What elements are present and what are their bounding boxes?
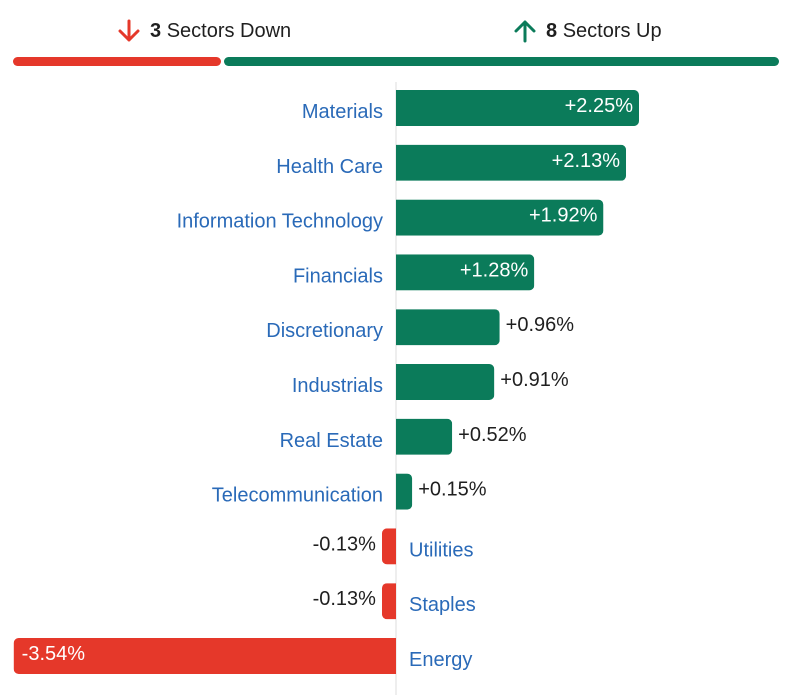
bar-energy bbox=[13, 638, 397, 674]
category-label: Telecommunication bbox=[212, 485, 383, 507]
bar-financials bbox=[396, 254, 535, 291]
sectors-up-ratio-bar bbox=[224, 57, 779, 66]
sector-breadth-summary: 3 Sectors Down 8 Sectors Up bbox=[0, 0, 797, 70]
category-label: Discretionary bbox=[266, 320, 383, 342]
value-label: +0.15% bbox=[418, 479, 487, 501]
value-label: +2.25% bbox=[565, 95, 634, 117]
arrow-up-icon bbox=[514, 20, 536, 43]
value-label: +0.52% bbox=[458, 424, 527, 446]
sectors-up-count: 8 bbox=[546, 19, 558, 42]
bar-information-technology bbox=[396, 199, 604, 236]
value-label: +0.96% bbox=[506, 314, 575, 336]
category-label: Real Estate bbox=[280, 430, 383, 452]
category-label: Financials bbox=[293, 265, 383, 287]
bar-discretionary bbox=[396, 309, 500, 346]
value-label: -0.13% bbox=[313, 533, 377, 555]
bar-real-estate bbox=[396, 418, 453, 455]
value-label: -0.13% bbox=[313, 588, 377, 610]
sectors-down-count: 3 bbox=[150, 19, 162, 42]
sectors-up-label: Sectors Up bbox=[562, 19, 662, 42]
bar-health-care bbox=[396, 144, 627, 181]
bar-materials bbox=[396, 90, 639, 126]
bar-industrials bbox=[396, 364, 495, 400]
value-label: +2.13% bbox=[552, 150, 621, 172]
category-label: Energy bbox=[409, 649, 472, 671]
value-label: +0.91% bbox=[500, 369, 569, 391]
category-label: Industrials bbox=[292, 375, 383, 397]
category-label: Information Technology bbox=[177, 211, 383, 233]
category-label: Utilities bbox=[409, 539, 473, 561]
bar-staples bbox=[381, 583, 396, 620]
arrow-down-icon bbox=[118, 19, 140, 42]
bar-utilities bbox=[381, 528, 396, 565]
sectors-up-summary: 8 Sectors Up bbox=[512, 14, 662, 48]
sectors-down-label: Sectors Down bbox=[166, 19, 292, 42]
category-label: Staples bbox=[409, 594, 476, 616]
category-label: Materials bbox=[302, 101, 383, 123]
sectors-down-ratio-bar bbox=[13, 57, 221, 66]
sector-performance-chart: Materials +2.25% Health Care +2.13% Informat… bbox=[13, 82, 639, 695]
bar-telecommunication bbox=[396, 473, 413, 510]
sectors-down-summary: 3 Sectors Down bbox=[116, 14, 291, 48]
value-label: +1.92% bbox=[529, 205, 598, 227]
value-label: -3.54% bbox=[22, 643, 86, 665]
category-label: Health Care bbox=[276, 156, 383, 178]
value-label: +1.28% bbox=[460, 259, 529, 281]
